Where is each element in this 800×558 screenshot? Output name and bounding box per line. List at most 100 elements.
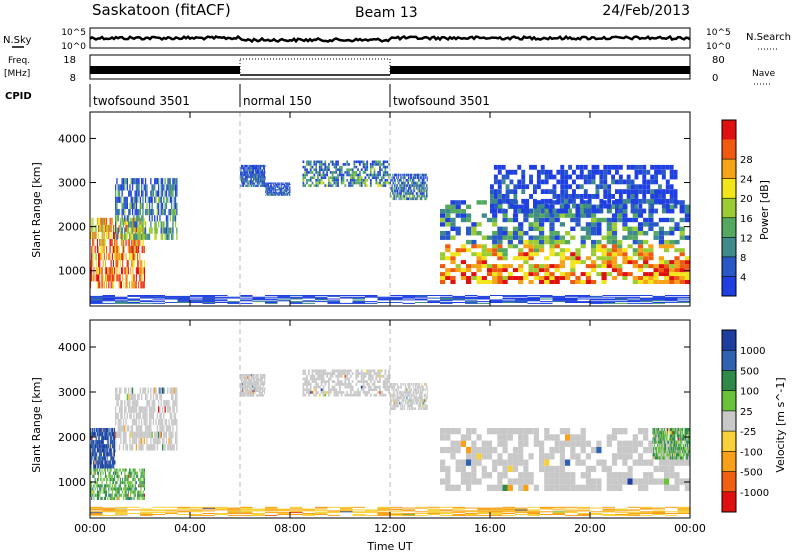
data-cell bbox=[98, 225, 99, 232]
data-cell bbox=[321, 380, 323, 383]
data-cell bbox=[271, 185, 272, 186]
data-cell bbox=[653, 299, 666, 300]
data-cell bbox=[143, 478, 144, 481]
data-cell bbox=[339, 370, 341, 373]
data-cell bbox=[159, 438, 160, 444]
nsearch-bottom-tick: 10^0 bbox=[706, 42, 731, 52]
data-cell bbox=[508, 244, 513, 248]
data-cell bbox=[374, 163, 376, 166]
data-cell bbox=[372, 166, 374, 169]
data-cell bbox=[277, 185, 278, 186]
data-cell bbox=[126, 497, 127, 500]
data-cell bbox=[529, 180, 533, 185]
data-cell bbox=[310, 383, 312, 386]
data-cell bbox=[453, 296, 466, 297]
data-cell bbox=[465, 295, 478, 296]
data-cell bbox=[174, 215, 175, 221]
data-cell bbox=[290, 194, 291, 195]
data-cell bbox=[549, 244, 554, 248]
data-cell bbox=[324, 383, 326, 386]
data-cell bbox=[166, 221, 167, 227]
data-cell bbox=[534, 240, 539, 244]
data-cell bbox=[124, 406, 125, 412]
data-cell bbox=[271, 193, 272, 194]
data-cell bbox=[461, 200, 466, 204]
data-cell bbox=[97, 491, 98, 494]
data-cell bbox=[310, 388, 312, 391]
data-cell bbox=[258, 394, 259, 396]
data-cell bbox=[335, 161, 337, 164]
data-cell bbox=[100, 246, 101, 253]
data-cell bbox=[332, 388, 334, 391]
data-cell bbox=[482, 200, 487, 204]
data-cell bbox=[640, 298, 653, 299]
data-cell bbox=[254, 381, 255, 383]
data-cell bbox=[93, 484, 94, 487]
data-cell bbox=[108, 491, 109, 494]
data-cell bbox=[121, 481, 122, 484]
data-cell bbox=[607, 252, 612, 256]
data-cell bbox=[127, 394, 128, 400]
data-cell bbox=[539, 268, 544, 272]
data-cell bbox=[244, 183, 245, 185]
data-cell bbox=[377, 176, 379, 179]
data-cell bbox=[315, 168, 317, 171]
data-cell bbox=[100, 239, 101, 246]
data-cell bbox=[617, 268, 622, 272]
data-cell bbox=[385, 179, 387, 182]
data-cell bbox=[565, 295, 578, 296]
data-cell bbox=[584, 209, 588, 214]
data-cell bbox=[157, 191, 158, 197]
data-cell bbox=[284, 191, 285, 192]
data-cell bbox=[607, 194, 611, 199]
data-cell bbox=[166, 234, 167, 240]
data-cell bbox=[413, 399, 414, 402]
data-cell bbox=[109, 448, 110, 452]
data-cell bbox=[126, 218, 127, 225]
data-cell bbox=[391, 179, 392, 182]
data-cell bbox=[145, 419, 146, 425]
data-cell bbox=[96, 225, 97, 232]
colorbar-swatch bbox=[722, 276, 736, 296]
data-cell bbox=[103, 281, 104, 288]
data-cell bbox=[122, 400, 123, 406]
data-cell bbox=[115, 394, 116, 400]
data-cell bbox=[126, 469, 127, 472]
data-cell bbox=[363, 383, 365, 386]
data-cell bbox=[541, 209, 545, 214]
data-cell bbox=[92, 428, 93, 432]
data-cell bbox=[366, 391, 368, 394]
data-cell bbox=[399, 174, 400, 177]
data-cell bbox=[260, 374, 261, 376]
data-cell bbox=[150, 221, 151, 227]
data-cell bbox=[129, 487, 130, 490]
data-cell bbox=[350, 182, 352, 185]
data-cell bbox=[591, 227, 596, 231]
data-cell bbox=[549, 252, 554, 256]
data-cell bbox=[545, 180, 549, 185]
data-cell bbox=[140, 491, 141, 494]
data-cell bbox=[171, 419, 172, 425]
data-cell bbox=[370, 163, 372, 166]
data-cell bbox=[264, 379, 265, 381]
data-cell bbox=[110, 481, 111, 484]
data-cell bbox=[98, 491, 99, 494]
data-cell bbox=[254, 185, 255, 187]
data-cell bbox=[375, 394, 377, 397]
data-cell bbox=[385, 184, 387, 187]
data-cell bbox=[136, 203, 137, 209]
data-cell bbox=[136, 184, 137, 190]
data-cell bbox=[123, 481, 124, 484]
data-cell bbox=[203, 299, 216, 300]
data-cell bbox=[638, 209, 642, 214]
data-cell bbox=[140, 209, 141, 215]
data-cell bbox=[560, 213, 565, 217]
data-cell bbox=[482, 244, 487, 248]
data-cell bbox=[537, 209, 541, 214]
data-cell bbox=[341, 394, 343, 397]
data-cell bbox=[132, 197, 133, 203]
data-cell bbox=[529, 252, 534, 256]
data-cell bbox=[385, 386, 387, 389]
data-cell bbox=[165, 191, 166, 197]
